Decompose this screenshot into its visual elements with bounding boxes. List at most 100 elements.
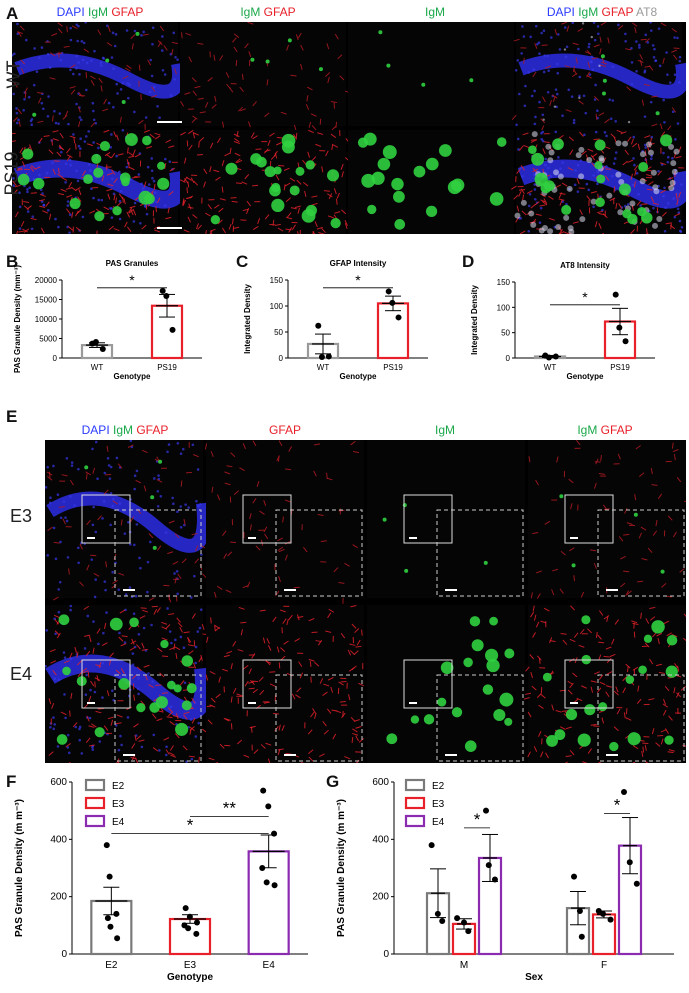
zoom-inset-box (436, 674, 524, 762)
column-caption: DAPI IgM GFAP (20, 5, 180, 19)
pas-density-by-genotype-chart: 0 200 400 600 PAS Granule Density (m m⁻³) Gen… (14, 777, 308, 983)
legend-swatch (84, 814, 106, 828)
zoom-inset-box (114, 509, 202, 597)
zoom-inset-box (436, 509, 524, 597)
data-point (612, 291, 619, 298)
inset-box (403, 659, 453, 709)
y-tick-label: 10000 (35, 315, 58, 324)
legend-label: E3 (112, 799, 125, 810)
caption-stain-label: DAPI (546, 5, 579, 19)
y-tick-label: 400 (372, 834, 389, 845)
data-point (460, 919, 467, 926)
caption-stain-label: DAPI (81, 423, 113, 437)
x-axis-label: Genotype (340, 372, 377, 381)
column-caption: DAPI IgM GFAP AT8 (522, 5, 682, 19)
inset-box (564, 494, 614, 544)
data-point (104, 915, 111, 922)
y-tick-label: 0 (279, 354, 284, 363)
data-point (159, 287, 166, 294)
x-tick-label: E4 (263, 960, 276, 971)
data-point (182, 905, 189, 912)
x-tick-label: PS19 (383, 363, 403, 372)
chart-title: AT8 Intensity (560, 261, 610, 270)
data-point (114, 935, 121, 942)
data-point (633, 880, 640, 887)
caption-stain-label: GFAP (111, 5, 144, 19)
y-tick-label: 400 (50, 834, 67, 845)
data-point (434, 910, 441, 917)
data-point (483, 807, 490, 814)
data-point (263, 879, 270, 886)
bar (168, 917, 212, 956)
y-tick-label: 200 (50, 892, 67, 903)
inset-box (564, 659, 614, 709)
data-point (491, 876, 498, 883)
pas-density-by-sex-chart: 0 200 400 600 PAS Granule Density (m m⁻³) Sex… (336, 777, 674, 983)
significance-label: * (129, 272, 135, 288)
micrograph-tile (348, 22, 514, 126)
y-axis-label: Integrated Density (243, 284, 252, 354)
y-tick-label: 50 (274, 328, 283, 337)
data-point (318, 353, 325, 360)
y-tick-label: 600 (372, 777, 389, 788)
caption-stain-label: IgM (240, 5, 264, 19)
legend-label: E3 (432, 799, 445, 810)
y-tick-label: 0 (53, 354, 58, 363)
data-point (552, 353, 559, 360)
legend-label: E2 (112, 781, 125, 792)
y-tick-label: 5000 (39, 335, 57, 344)
data-point (186, 913, 193, 920)
row-label-wt: WT (3, 60, 24, 89)
row-label-e4: E4 (10, 664, 33, 684)
data-point (325, 353, 332, 360)
data-point (113, 910, 120, 917)
data-point (106, 873, 113, 880)
column-caption: GFAP (205, 423, 365, 437)
row-label-e3: E3 (10, 506, 33, 526)
column-caption: DAPI IgM GFAP (45, 423, 205, 437)
data-point (163, 292, 170, 299)
data-point (265, 803, 272, 810)
x-axis-label: Genotype (567, 372, 604, 381)
micrograph-tile (367, 440, 525, 598)
data-point (169, 326, 176, 333)
x-tick-label: E2 (105, 960, 118, 971)
y-axis-label: Integrated Density (470, 285, 479, 355)
data-point (395, 314, 402, 321)
caption-stain-label: IgM (112, 423, 137, 437)
x-tick-label: PS19 (157, 363, 177, 372)
caption-stain-label: IgM (578, 5, 602, 19)
micrograph-tile (179, 129, 351, 238)
inset-box (81, 659, 131, 709)
caption-stain-label: DAPI (56, 5, 88, 19)
caption-stain-label: GFAP (136, 423, 169, 437)
micrograph-tile (44, 604, 213, 768)
column-caption: IgM GFAP (188, 5, 348, 19)
micrograph-tile (205, 604, 364, 766)
data-point (626, 859, 633, 866)
data-point (193, 930, 200, 937)
data-point (259, 865, 266, 871)
zoom-inset-box (114, 674, 202, 762)
significance-label: * (582, 289, 588, 305)
y-tick-label: 20000 (35, 276, 58, 285)
panel-a-micrograph-grid (6, 20, 689, 240)
gfap-intensity-chart: 0 50 100 150 Integrated Density Genotype GFAP … (243, 259, 428, 381)
column-caption: IgM GFAP (525, 423, 685, 437)
panel-letter-f: F (6, 772, 17, 791)
data-point (622, 338, 629, 345)
chart-title: PAS Granules (106, 259, 159, 268)
significance-label: ** (223, 798, 237, 817)
zoom-inset-box (275, 674, 363, 762)
pas-granules-chart: 0 5000 10000 15000 20000 PAS Granule Density … (13, 259, 202, 381)
column-caption: IgM (355, 5, 515, 19)
x-tick-label: PS19 (610, 363, 630, 372)
data-point (185, 925, 192, 932)
legend-label: E2 (432, 781, 445, 792)
legend-swatch (84, 796, 106, 810)
panel-a-images (6, 20, 689, 240)
significance-label: * (355, 272, 361, 288)
inset-box (242, 494, 292, 544)
bar (247, 850, 290, 956)
x-axis-label: Genotype (167, 972, 214, 983)
